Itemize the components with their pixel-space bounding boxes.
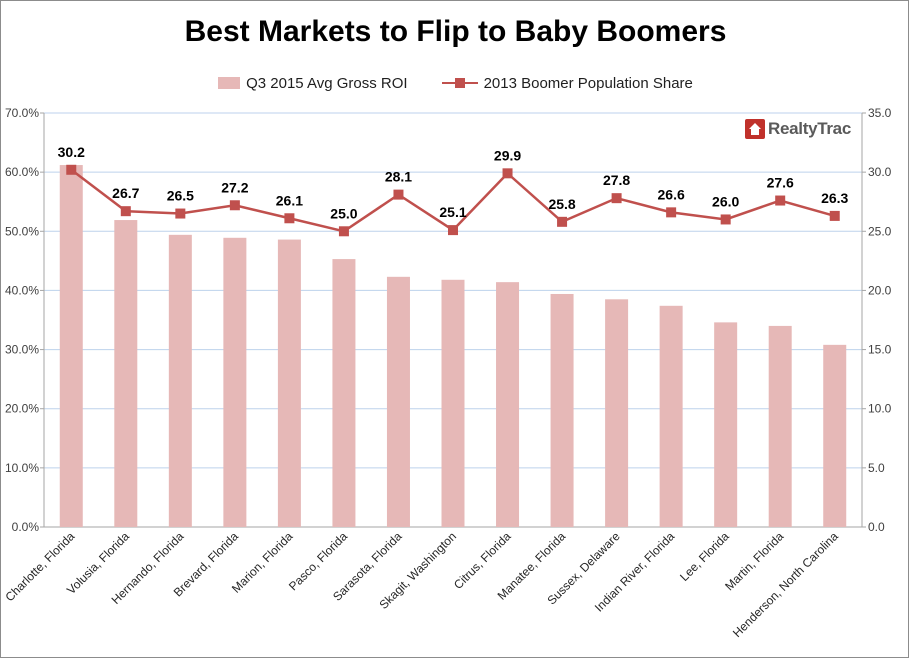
y-right-tick-label: 20.0: [868, 283, 892, 297]
y-right-tick-label: 25.0: [868, 224, 892, 238]
bar: [496, 282, 520, 527]
line-marker: [775, 195, 786, 206]
bar: [823, 344, 847, 527]
line-marker: [829, 210, 840, 221]
y-right-tick-label: 10.0: [868, 402, 892, 416]
bar: [605, 299, 629, 527]
y-right-tick-label: 30.0: [868, 165, 892, 179]
bar: [59, 165, 83, 527]
y-left-tick-label: 50.0%: [5, 224, 39, 238]
data-label: 27.6: [767, 175, 794, 191]
data-label: 29.9: [494, 147, 521, 163]
data-label: 26.3: [821, 190, 848, 206]
y-left-tick-label: 60.0%: [5, 165, 39, 179]
y-left-tick-label: 10.0%: [5, 461, 39, 475]
house-icon: [745, 119, 765, 139]
data-label: 30.2: [58, 144, 85, 160]
chart-legend: Q3 2015 Avg Gross ROI 2013 Boomer Popula…: [1, 72, 909, 94]
legend-item-roi: Q3 2015 Avg Gross ROI: [218, 74, 408, 92]
x-tick-label: Charlotte, Florida: [2, 529, 77, 604]
x-tick-label: Lee, Florida: [677, 529, 732, 584]
data-label: 26.6: [658, 186, 685, 202]
line-marker: [284, 213, 295, 224]
data-label: 26.1: [276, 192, 303, 208]
bar: [386, 276, 410, 527]
y-right-tick-label: 15.0: [868, 343, 892, 357]
y-left-tick-label: 70.0%: [5, 106, 39, 120]
y-left-tick-label: 20.0%: [5, 402, 39, 416]
y-right-tick-label: 0.0: [868, 520, 885, 534]
x-tick-label: Henderson, North Carolina: [730, 529, 841, 640]
legend-swatch-bar: [218, 77, 241, 89]
data-label: 26.5: [167, 188, 194, 204]
line-marker: [611, 193, 622, 204]
data-label: 26.0: [712, 193, 739, 209]
line-marker: [557, 216, 568, 227]
data-label: 25.8: [548, 196, 575, 212]
bar: [277, 239, 301, 527]
chart-title: Best Markets to Flip to Baby Boomers: [184, 15, 727, 48]
bar: [168, 234, 192, 527]
data-label: 26.7: [112, 185, 139, 201]
y-left-tick-label: 0.0%: [12, 520, 40, 534]
y-left-tick-label: 30.0%: [5, 343, 39, 357]
line-marker: [120, 206, 131, 217]
legend-item-boomer-share: 2013 Boomer Population Share: [441, 74, 693, 92]
line-marker: [448, 225, 458, 236]
line-marker: [66, 164, 77, 175]
line-marker: [393, 189, 404, 200]
bar: [768, 325, 792, 527]
data-label: 28.1: [385, 169, 412, 185]
line-marker: [666, 207, 677, 218]
y-right-tick-label: 35.0: [868, 106, 892, 120]
data-label: 27.2: [221, 179, 248, 195]
logo-text: RealtyTrac: [768, 119, 851, 138]
bar: [441, 279, 465, 527]
line-marker: [229, 200, 240, 211]
line-marker: [720, 214, 731, 225]
bar: [550, 293, 574, 527]
line-marker: [175, 208, 186, 219]
y-left-tick-label: 40.0%: [5, 283, 39, 297]
data-label: 25.0: [330, 205, 357, 221]
data-label: 27.8: [603, 172, 630, 188]
legend-label-boomer-share: 2013 Boomer Population Share: [483, 74, 693, 92]
realtytrac-logo: RealtyTrac: [745, 119, 851, 139]
bar: [223, 237, 247, 527]
bar: [659, 305, 683, 527]
bar: [332, 259, 356, 527]
legend-label-roi: Q3 2015 Avg Gross ROI: [246, 74, 408, 92]
line-marker: [338, 226, 349, 237]
bar: [714, 322, 738, 527]
bar: [114, 220, 138, 527]
y-right-tick-label: 5.0: [868, 461, 885, 475]
line-marker: [502, 168, 513, 179]
data-label: 25.1: [439, 204, 466, 220]
legend-swatch-line: [441, 77, 478, 89]
